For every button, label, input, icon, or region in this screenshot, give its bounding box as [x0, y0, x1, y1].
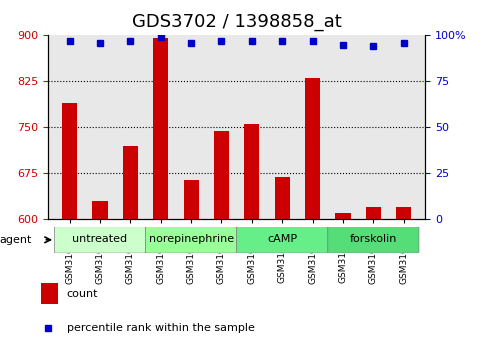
Bar — [335, 213, 351, 219]
Bar — [41, 283, 58, 304]
Text: agent: agent — [0, 235, 32, 245]
FancyBboxPatch shape — [328, 227, 419, 253]
Bar — [92, 201, 108, 219]
Bar — [305, 78, 320, 219]
FancyBboxPatch shape — [145, 227, 237, 253]
Text: count: count — [67, 289, 98, 299]
Bar — [275, 177, 290, 219]
Text: percentile rank within the sample: percentile rank within the sample — [67, 323, 255, 333]
Bar — [184, 179, 199, 219]
Bar — [153, 39, 168, 219]
Text: norepinephrine: norepinephrine — [149, 234, 234, 244]
Bar — [214, 131, 229, 219]
Title: GDS3702 / 1398858_at: GDS3702 / 1398858_at — [132, 13, 341, 32]
Text: untreated: untreated — [72, 234, 128, 244]
Bar — [366, 207, 381, 219]
Bar — [123, 146, 138, 219]
FancyBboxPatch shape — [55, 227, 145, 253]
Text: cAMP: cAMP — [267, 234, 298, 244]
Text: forskolin: forskolin — [350, 234, 397, 244]
Bar — [396, 207, 412, 219]
FancyBboxPatch shape — [237, 227, 328, 253]
Bar — [62, 103, 77, 219]
Bar — [244, 124, 259, 219]
